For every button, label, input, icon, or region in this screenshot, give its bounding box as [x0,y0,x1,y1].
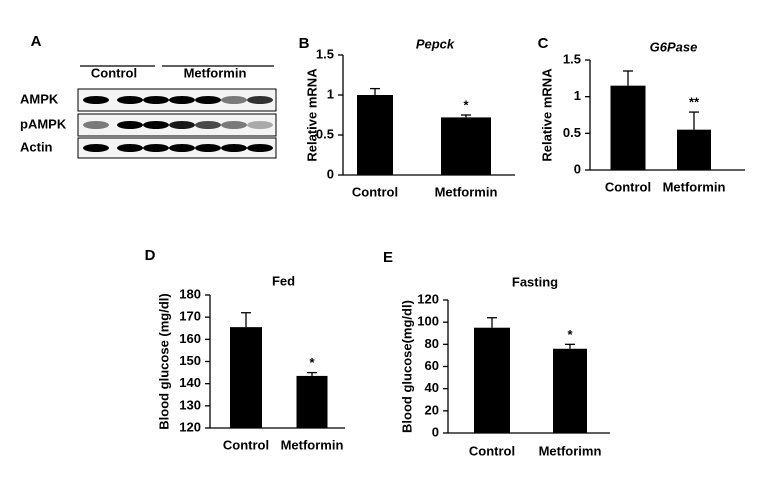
bar [296,375,328,428]
x-tick-label: Metformin [281,437,344,452]
band [169,96,195,104]
y-tick-label: 40 [425,380,439,395]
bands [83,96,273,152]
y-tick-label: 120 [417,291,439,306]
bar [677,129,711,170]
band [117,144,143,152]
chart-title: Fed [272,273,295,288]
y-tick-label: 1 [327,86,334,101]
chart-title: Fasting [512,274,558,289]
band [117,121,143,129]
group-label: Metformin [184,65,247,80]
y-tick-label: 0.5 [563,125,581,140]
y-tick-label: 170 [179,309,201,324]
x-tick-label: Control [469,443,515,458]
band [195,144,221,152]
panel-label: D [145,247,156,264]
band [169,121,195,129]
significance: * [463,97,469,112]
bar [441,117,491,175]
blot-panel: A Control Metformin AMPK pAMPK Actin [20,33,277,159]
band [195,121,221,129]
y-axis-label: Relative mRNA [539,68,554,162]
panel-label: C [538,35,549,52]
significance: * [309,355,315,370]
x-tick-label: Metformin [435,184,498,199]
bar [474,327,510,433]
panel-label: B [299,35,310,52]
row-label: Actin [20,139,53,154]
chart-title: G6Pase [650,39,698,54]
y-tick-label: 130 [179,397,201,412]
x-tick-label: Control [605,179,651,194]
bar [230,327,262,428]
y-axis-label: Relative mRNA [304,68,319,162]
band [247,121,273,129]
y-tick-label: 20 [425,402,439,417]
x-tick-label: Metforimn [539,443,602,458]
y-tick-label: 60 [425,358,439,373]
significance: * [567,327,573,342]
band [247,96,273,104]
y-tick-label: 150 [179,353,201,368]
band [221,144,247,152]
panel-label: E [383,249,393,266]
y-tick-label: 80 [425,336,439,351]
y-tick-label: 0 [432,424,439,439]
band [117,96,143,104]
group-label: Control [91,65,137,80]
y-tick-label: 180 [179,286,201,301]
significance: ** [689,95,700,110]
bar [553,348,587,433]
band [221,121,247,129]
band [83,96,109,104]
y-tick-label: 0 [327,166,334,181]
x-tick-label: Control [223,437,269,452]
y-tick-label: 1.5 [316,46,334,61]
row-label: AMPK [20,91,59,106]
band [83,121,109,129]
y-tick-label: 100 [417,314,439,329]
band [221,96,247,104]
y-axis-label: Blood glucose(mg/dl) [399,300,414,433]
y-tick-label: 0.5 [316,126,334,141]
panel-label: A [31,33,42,50]
band [169,144,195,152]
y-tick-label: 0 [574,161,581,176]
y-tick-label: 140 [179,375,201,390]
bar [610,85,646,170]
band [143,121,169,129]
bar [357,95,393,175]
band [195,96,221,104]
chart-title: Pepck [416,36,455,51]
row-label: pAMPK [20,116,67,131]
x-tick-label: Control [352,184,398,199]
band [83,144,109,152]
y-tick-label: 160 [179,331,201,346]
y-tick-label: 120 [179,419,201,434]
y-tick-label: 1.5 [563,51,581,66]
band [143,144,169,152]
y-axis-label: Blood glucose (mg/dl) [156,293,171,430]
band [143,96,169,104]
x-tick-label: Metformin [663,179,726,194]
y-tick-label: 1 [574,88,581,103]
band [247,144,273,152]
